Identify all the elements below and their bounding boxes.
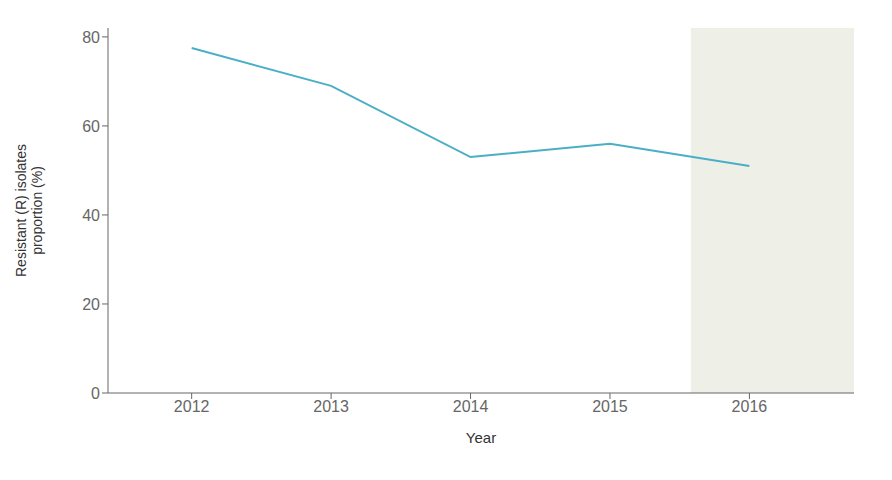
svg-text:Resistant (R) isolatesproporti: Resistant (R) isolatesproportion (%) (13, 144, 46, 277)
svg-text:2012: 2012 (174, 398, 210, 415)
svg-text:0: 0 (91, 385, 100, 402)
svg-text:40: 40 (82, 207, 100, 224)
svg-text:2014: 2014 (453, 398, 489, 415)
svg-text:60: 60 (82, 118, 100, 135)
svg-text:Year: Year (466, 429, 496, 446)
svg-text:2015: 2015 (592, 398, 628, 415)
svg-text:20: 20 (82, 296, 100, 313)
svg-text:2013: 2013 (313, 398, 349, 415)
svg-text:2016: 2016 (732, 398, 768, 415)
svg-text:80: 80 (82, 29, 100, 46)
